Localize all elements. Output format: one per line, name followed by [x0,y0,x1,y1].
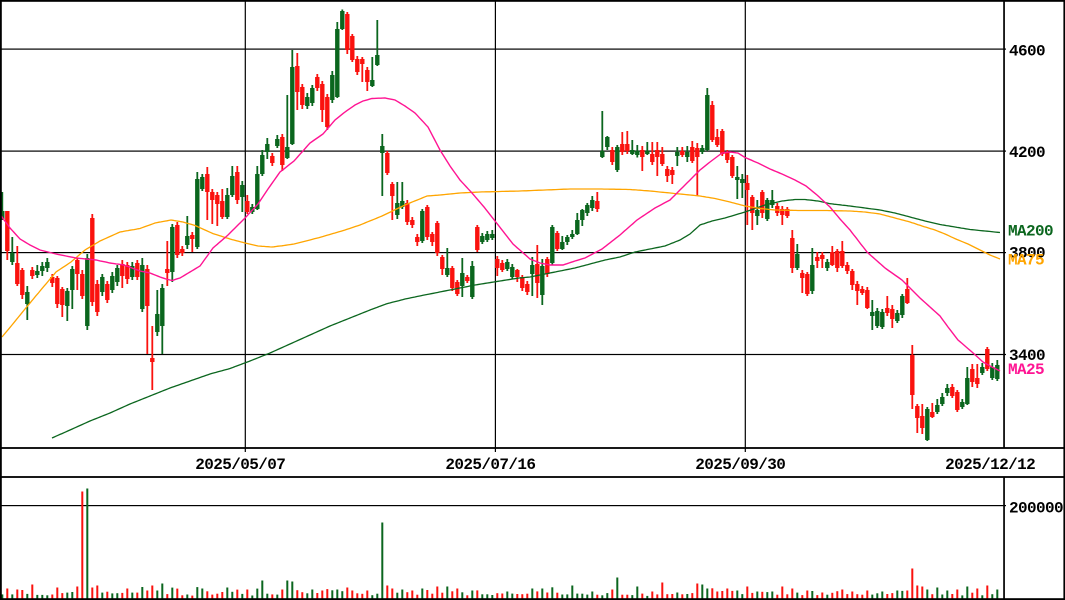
svg-text:2025/05/07: 2025/05/07 [195,456,285,474]
svg-text:2025/07/16: 2025/07/16 [445,456,535,474]
svg-text:2025/09/30: 2025/09/30 [695,456,785,474]
svg-text:3400: 3400 [1009,347,1045,365]
svg-text:3800: 3800 [1009,245,1045,263]
svg-text:MA25: MA25 [1008,361,1044,379]
svg-text:MA75: MA75 [1008,252,1044,270]
svg-text:200000: 200000 [1009,500,1063,518]
svg-text:4600: 4600 [1009,43,1045,61]
svg-text:MA200: MA200 [1008,223,1053,241]
svg-text:2025/12/12: 2025/12/12 [945,456,1035,474]
svg-text:4200: 4200 [1009,144,1045,162]
